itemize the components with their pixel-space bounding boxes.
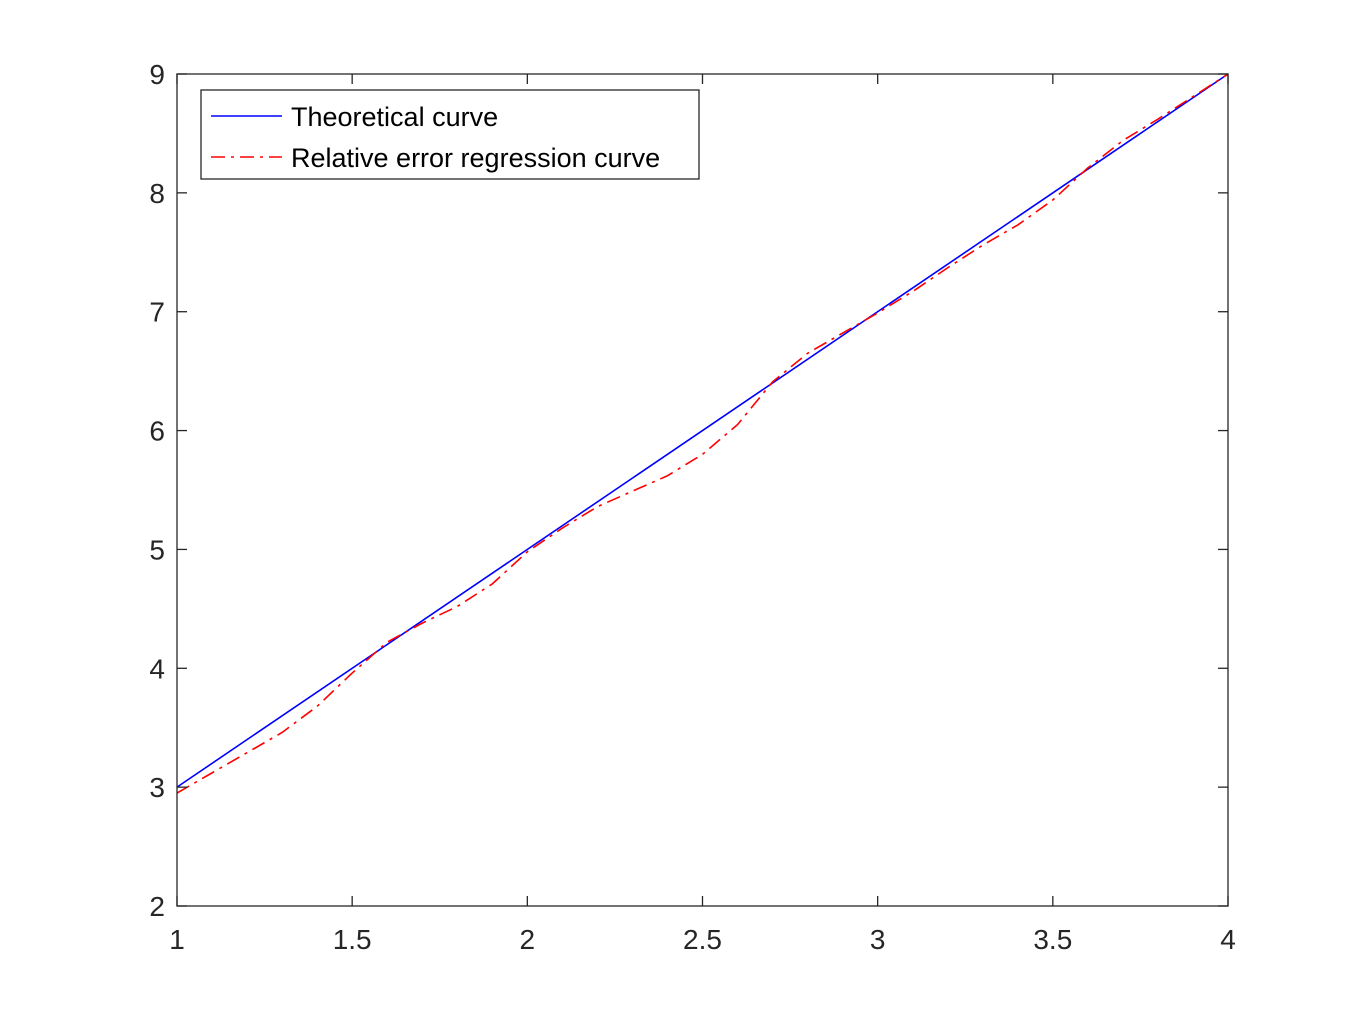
series-layer [176,73,1229,794]
x-tick-label: 4 [1220,924,1236,955]
legend-entry-label: Theoretical curve [291,102,498,132]
y-tick-label: 2 [149,891,165,922]
y-tick-label: 3 [149,772,165,803]
axes-layer: 1 1.5 2 2.5 3 3.5 4 2 3 4 5 6 7 8 9 [149,59,1235,955]
x-tick-label: 3.5 [1033,924,1072,955]
y-tick-label: 7 [149,297,165,328]
x-tick-label: 2.5 [683,924,722,955]
y-tick-label: 8 [149,178,165,209]
series-line-relative-error-regression-curve [176,73,1229,794]
legend-box [200,89,700,180]
x-tick-label: 1 [169,924,185,955]
legend: Theoretical curve Relative error regressi… [200,89,700,180]
y-tick-label: 4 [149,653,165,684]
y-tick-label: 6 [149,416,165,447]
y-tick-label: 9 [149,59,165,90]
x-tick-label: 3 [870,924,886,955]
series-line-theoretical-curve [176,73,1229,788]
legend-entry-label: Relative error regression curve [291,143,660,173]
x-tick-label: 1.5 [333,924,372,955]
x-tick-label: 2 [520,924,536,955]
y-tick-label: 5 [149,534,165,565]
